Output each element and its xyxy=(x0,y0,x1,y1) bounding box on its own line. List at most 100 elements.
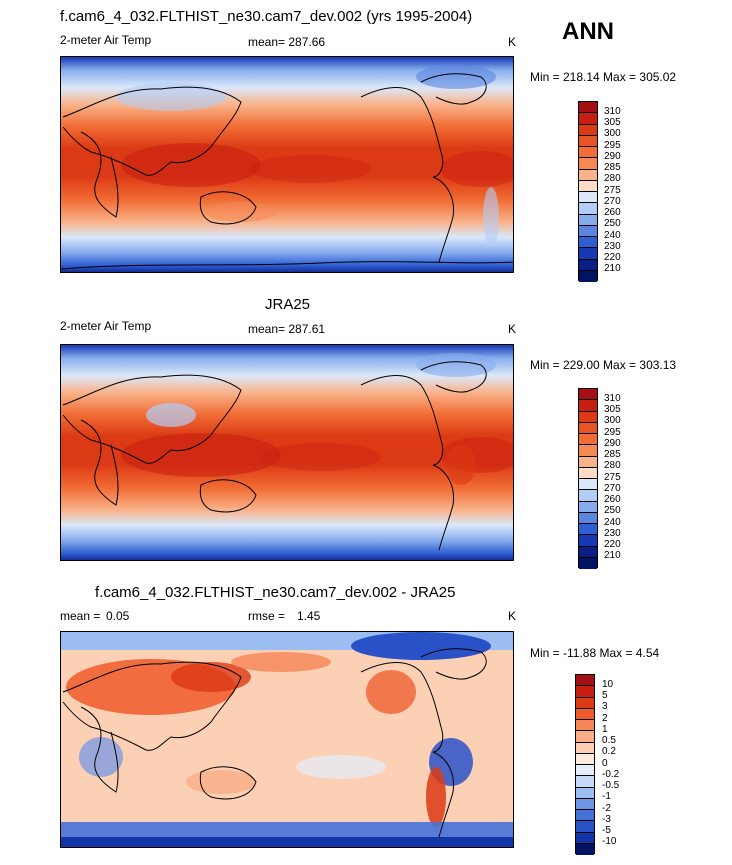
cb3-swatch-13 xyxy=(576,821,594,833)
cb1-swatch-5 xyxy=(579,158,597,170)
cb1-swatch-14 xyxy=(579,259,597,271)
mid-units-label: K xyxy=(508,322,517,336)
cb1-tick: 240 xyxy=(604,230,621,241)
model-regional-patterns xyxy=(116,65,513,247)
cb2-swatch-12 xyxy=(579,524,597,536)
cb1-swatch-1 xyxy=(579,113,597,125)
cb2-swatch-3 xyxy=(579,422,597,434)
cb1-swatch-7 xyxy=(579,180,597,192)
cb1-tick: 220 xyxy=(604,252,621,263)
cb3-tick: 5 xyxy=(602,690,608,701)
cb3-tick: 0 xyxy=(602,758,608,769)
cb1-swatch-3 xyxy=(579,135,597,147)
mid-panel-title: JRA25 xyxy=(265,296,311,313)
cb1-tick: 230 xyxy=(604,241,621,252)
top-colorbar xyxy=(578,101,598,282)
model-map-svg xyxy=(61,57,513,272)
jra25-temperature-map xyxy=(60,344,514,561)
cb2-tick: 300 xyxy=(604,415,621,426)
cb2-swatch-8 xyxy=(579,479,597,491)
cb2-tick: 290 xyxy=(604,438,621,449)
cb3-tick: -3 xyxy=(602,814,611,825)
cb1-tick: 300 xyxy=(604,128,621,139)
cb2-swatch-0 xyxy=(579,389,597,401)
cb2-swatch-6 xyxy=(579,456,597,468)
cb1-swatch-8 xyxy=(579,192,597,204)
model-temperature-map xyxy=(60,56,514,273)
mid-colorbar xyxy=(578,388,598,569)
cb2-tick: 270 xyxy=(604,483,621,494)
diff-mean-label: mean = xyxy=(60,609,101,623)
diff-minmax-label: Min = -11.88 Max = 4.54 xyxy=(530,646,660,660)
cb3-swatch-14 xyxy=(576,832,594,844)
cb3-swatch-0 xyxy=(576,675,594,687)
cb1-tick: 280 xyxy=(604,173,621,184)
cb1-swatch-12 xyxy=(579,237,597,249)
cb2-tick: 240 xyxy=(604,517,621,528)
model-coastlines xyxy=(61,73,513,270)
cb3-tick: 2 xyxy=(602,713,608,724)
cb3-swatch-4 xyxy=(576,720,594,732)
cb1-tick: 310 xyxy=(604,106,621,117)
top-minmax-label: Min = 218.14 Max = 305.02 xyxy=(530,70,677,84)
top-units-label: K xyxy=(508,35,517,49)
diff-coastlines xyxy=(62,648,487,838)
cb1-tick: 295 xyxy=(604,140,621,151)
cb2-tick: 260 xyxy=(604,494,621,505)
cb2-tick: 220 xyxy=(604,539,621,550)
cb3-swatch-8 xyxy=(576,765,594,777)
diff-rmse-value: 1.45 xyxy=(297,609,321,623)
jra-map-svg xyxy=(61,345,513,560)
cb1-tick: 260 xyxy=(604,207,621,218)
cb1-swatch-15 xyxy=(579,270,597,282)
cb2-swatch-7 xyxy=(579,467,597,479)
cb3-swatch-10 xyxy=(576,787,594,799)
diff-colorbar xyxy=(575,674,595,855)
cb1-swatch-11 xyxy=(579,225,597,237)
cb2-tick: 275 xyxy=(604,472,621,483)
cb2-swatch-14 xyxy=(579,546,597,558)
cb2-tick: 280 xyxy=(604,460,621,471)
cb3-tick: -0.2 xyxy=(602,769,620,780)
cb3-swatch-1 xyxy=(576,686,594,698)
cb1-tick: 285 xyxy=(604,162,621,173)
cb3-swatch-5 xyxy=(576,731,594,743)
cb2-swatch-11 xyxy=(579,512,597,524)
jra-coastlines xyxy=(62,361,487,551)
cb3-swatch-11 xyxy=(576,798,594,810)
cb3-swatch-2 xyxy=(576,697,594,709)
cb2-swatch-1 xyxy=(579,400,597,412)
cb1-swatch-9 xyxy=(579,203,597,215)
cb3-swatch-9 xyxy=(576,776,594,788)
cb3-tick: -10 xyxy=(602,836,617,847)
top-panel-title: f.cam6_4_032.FLTHIST_ne30.cam7_dev.002 (… xyxy=(60,8,473,25)
cb1-swatch-0 xyxy=(579,102,597,114)
cb1-tick: 290 xyxy=(604,151,621,162)
cb1-swatch-10 xyxy=(579,214,597,226)
cb1-swatch-6 xyxy=(579,169,597,181)
diff-units-label: K xyxy=(508,609,517,623)
cb1-tick: 210 xyxy=(604,263,621,274)
mid-minmax-label: Min = 229.00 Max = 303.13 xyxy=(530,358,677,372)
diff-map-svg xyxy=(61,632,513,847)
cb2-tick: 285 xyxy=(604,449,621,460)
diff-mean-value: 0.05 xyxy=(106,609,130,623)
mid-mean-label: mean= 287.61 xyxy=(248,322,326,336)
cb2-swatch-10 xyxy=(579,501,597,513)
cb3-tick: 3 xyxy=(602,701,608,712)
cb1-tick: 270 xyxy=(604,196,621,207)
cb2-swatch-9 xyxy=(579,490,597,502)
cb2-tick: 295 xyxy=(604,427,621,438)
cb3-tick: -0.5 xyxy=(602,780,620,791)
cb2-tick: 305 xyxy=(604,404,621,415)
cb1-swatch-13 xyxy=(579,248,597,260)
cb1-tick: 250 xyxy=(604,218,621,229)
cb2-swatch-5 xyxy=(579,445,597,457)
cb3-tick: -2 xyxy=(602,803,611,814)
difference-map xyxy=(60,631,514,848)
season-label: ANN xyxy=(562,18,614,45)
cb2-swatch-4 xyxy=(579,434,597,446)
cb3-swatch-6 xyxy=(576,742,594,754)
mid-variable-label: 2-meter Air Temp xyxy=(60,319,152,333)
cb3-tick: 0.2 xyxy=(602,746,616,757)
